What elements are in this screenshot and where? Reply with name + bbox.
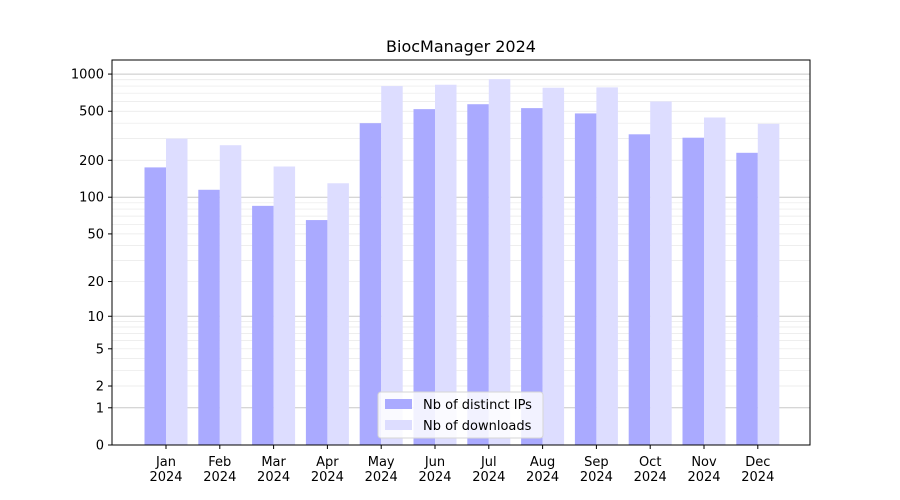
x-tick-label-year: 2024	[687, 470, 720, 485]
x-tick-label-month: Apr	[316, 455, 339, 470]
y-axis: 0 1 2 5 10 20 50 100 200 500 1000	[71, 68, 112, 454]
y-tick-label: 200	[79, 154, 104, 169]
x-tick-label-month: Nov	[691, 455, 717, 470]
bar-downloads-aug	[542, 87, 565, 445]
bar-downloads-dec	[757, 123, 780, 445]
bars-layer	[144, 79, 780, 446]
legend-swatch	[385, 420, 412, 430]
x-tick-label: Apr 2024	[311, 455, 344, 485]
x-tick-label-month: May	[368, 455, 395, 470]
x-tick-label: Dec 2024	[741, 455, 774, 485]
y-tick-label: 10	[87, 310, 104, 325]
bar-downloads-jan	[166, 138, 188, 445]
x-tick-label-year: 2024	[311, 470, 344, 485]
bar-distinct-ips-oct	[628, 134, 651, 445]
x-tick-label: Aug 2024	[526, 455, 559, 485]
y-tick-label: 500	[79, 105, 104, 120]
legend-label: Nb of distinct IPs	[423, 398, 532, 413]
legend-swatch	[385, 399, 412, 409]
bar-distinct-ips-jun	[413, 109, 435, 445]
bar-distinct-ips-apr	[305, 220, 328, 445]
bar-distinct-ips-jan	[144, 167, 166, 445]
x-tick-label-year: 2024	[418, 470, 451, 485]
bar-downloads-jun	[435, 84, 457, 445]
x-tick-label-month: Jul	[480, 455, 497, 470]
legend-box	[377, 391, 544, 439]
bar-distinct-ips-may	[359, 123, 382, 446]
x-tick-label-month: Dec	[745, 455, 770, 470]
bar-downloads-jul	[488, 79, 511, 445]
bar-downloads-oct	[650, 101, 672, 446]
x-tick-label-month: Jan	[155, 455, 176, 470]
x-tick-label: Jun 2024	[418, 455, 451, 485]
x-tick-label-month: Jun	[424, 455, 445, 470]
bar-distinct-ips-jul	[467, 104, 489, 445]
x-tick-label-month: Feb	[208, 455, 231, 470]
plot-frame	[111, 59, 811, 446]
x-tick-label: Nov 2024	[687, 455, 720, 485]
bar-downloads-apr	[327, 183, 349, 445]
bar-distinct-ips-mar	[252, 205, 274, 445]
legend: Nb of distinct IPs Nb of downloads	[377, 391, 544, 439]
x-tick-label-year: 2024	[149, 470, 182, 485]
bar-distinct-ips-feb	[198, 189, 220, 445]
x-tick-label-year: 2024	[365, 470, 398, 485]
x-tick-label-year: 2024	[634, 470, 667, 485]
y-tick-label: 1	[96, 401, 104, 416]
y-tick-label: 1000	[71, 68, 104, 83]
x-tick-label: Mar 2024	[257, 455, 290, 485]
bar-downloads-feb	[219, 145, 242, 445]
bar-distinct-ips-sep	[574, 113, 597, 445]
legend-label: Nb of downloads	[423, 419, 532, 434]
x-tick-label: Sep 2024	[580, 455, 613, 485]
x-tick-label: Feb 2024	[203, 455, 236, 485]
x-tick-label-year: 2024	[580, 470, 613, 485]
x-tick-label-year: 2024	[203, 470, 236, 485]
y-tick-label: 5	[96, 342, 104, 357]
x-tick-label-month: Sep	[584, 455, 609, 470]
bar-distinct-ips-aug	[521, 108, 543, 446]
bar-distinct-ips-dec	[736, 152, 758, 445]
bar-downloads-nov	[704, 117, 726, 445]
x-tick-label-year: 2024	[741, 470, 774, 485]
x-tick-label: Oct 2024	[634, 455, 667, 485]
y-tick-label: 50	[87, 227, 104, 242]
y-tick-label: 20	[87, 275, 104, 290]
x-tick-label-year: 2024	[257, 470, 290, 485]
bar-downloads-sep	[596, 87, 618, 445]
x-tick-label-year: 2024	[472, 470, 505, 485]
x-tick-label-month: Aug	[530, 455, 555, 470]
x-tick-label: May 2024	[365, 455, 398, 485]
x-tick-label-month: Oct	[639, 455, 661, 470]
x-tick-label: Jul 2024	[472, 455, 505, 485]
bar-distinct-ips-nov	[682, 137, 704, 445]
bar-downloads-may	[381, 86, 403, 446]
x-tick-label: Jan 2024	[149, 455, 182, 485]
x-tick-label-month: Mar	[261, 455, 286, 470]
x-tick-label-year: 2024	[526, 470, 559, 485]
bar-downloads-mar	[273, 166, 296, 446]
y-tick-label: 0	[96, 439, 104, 454]
y-tick-label: 100	[79, 191, 104, 206]
y-tick-label: 2	[96, 380, 104, 395]
chart-title: BiocManager 2024	[386, 37, 536, 56]
